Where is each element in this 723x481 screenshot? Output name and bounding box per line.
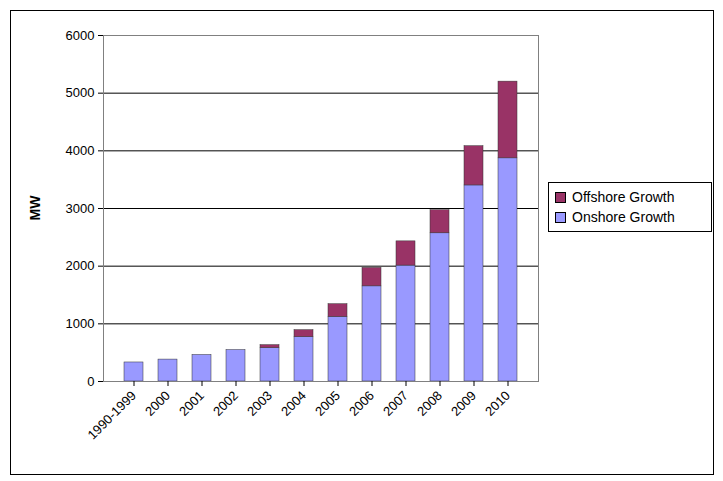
svg-text:2010: 2010 xyxy=(482,388,513,419)
svg-text:4000: 4000 xyxy=(66,143,95,158)
svg-text:2001: 2001 xyxy=(176,388,207,419)
svg-text:3000: 3000 xyxy=(66,201,95,216)
svg-text:MW: MW xyxy=(27,195,43,221)
svg-text:6000: 6000 xyxy=(66,28,95,43)
svg-text:2006: 2006 xyxy=(346,388,377,419)
html-text:Onshore Growth: Onshore Growth xyxy=(572,209,675,225)
svg-text:2004: 2004 xyxy=(278,388,309,419)
svg-text:1000: 1000 xyxy=(66,316,95,331)
svg-text:2008: 2008 xyxy=(414,388,445,419)
svg-text:2002: 2002 xyxy=(210,388,241,419)
svg-text:0: 0 xyxy=(87,374,94,389)
svg-text:2005: 2005 xyxy=(312,388,343,419)
svg-text:5000: 5000 xyxy=(66,85,95,100)
svg-text:2003: 2003 xyxy=(244,388,275,419)
svg-text:2007: 2007 xyxy=(380,388,411,419)
svg-text:1990-1999: 1990-1999 xyxy=(84,388,139,443)
html-text:Offshore Growth: Offshore Growth xyxy=(572,189,675,205)
svg-text:2009: 2009 xyxy=(448,388,479,419)
svg-text:2000: 2000 xyxy=(142,388,173,419)
svg-text:2000: 2000 xyxy=(66,258,95,273)
